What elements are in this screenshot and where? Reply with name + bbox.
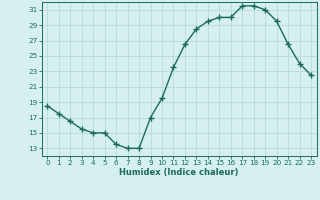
X-axis label: Humidex (Indice chaleur): Humidex (Indice chaleur) bbox=[119, 168, 239, 177]
